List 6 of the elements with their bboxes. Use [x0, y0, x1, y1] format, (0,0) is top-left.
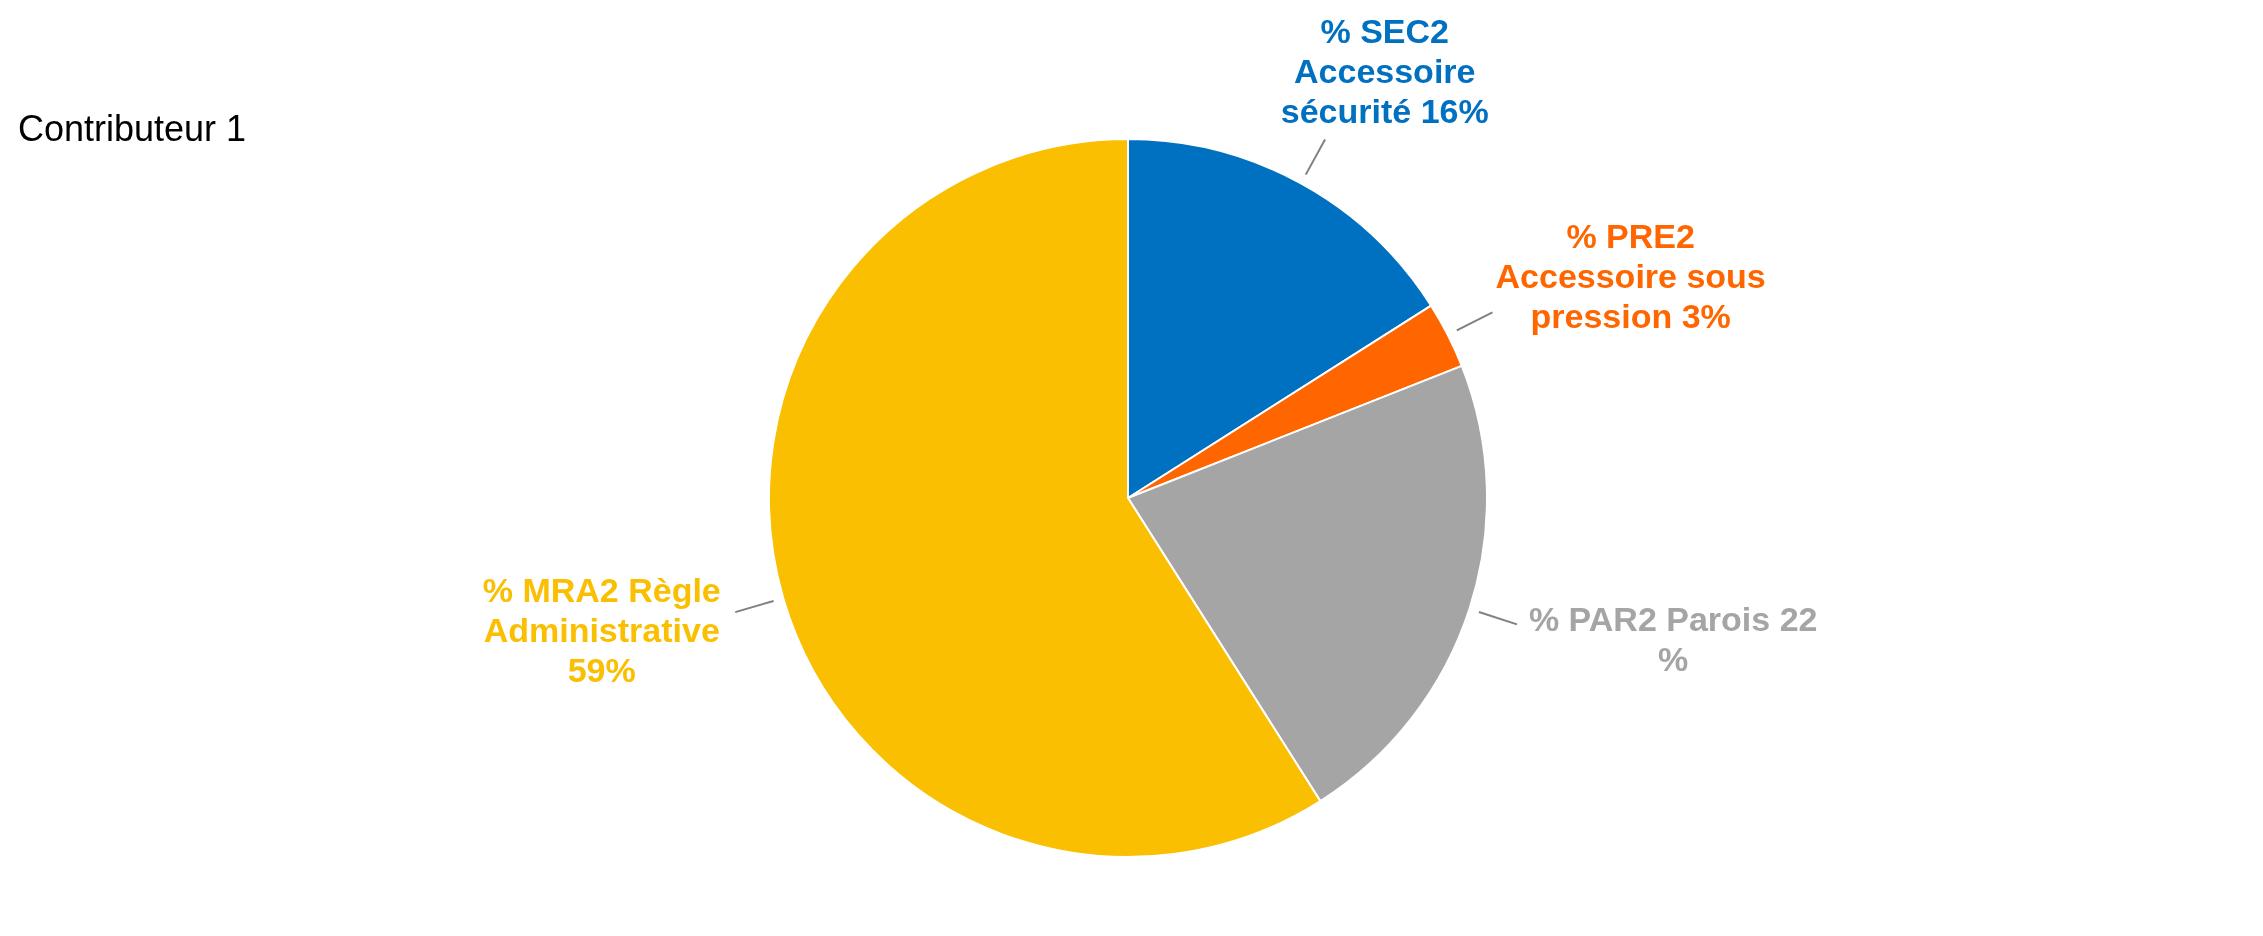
text: Contributeur 1: [18, 108, 247, 150]
slice-label: % SEC2 Accessoire sécurité 16%: [1280, 12, 1489, 131]
slice-label: % PRE2 Accessoire sous pression 3%: [1495, 216, 1766, 335]
data-label: 59%: [567, 651, 636, 690]
slice-label: % MRA2 Règle Administrative: [482, 571, 721, 650]
slice-label: % PAR2 Parois 22 %: [1528, 599, 1818, 678]
